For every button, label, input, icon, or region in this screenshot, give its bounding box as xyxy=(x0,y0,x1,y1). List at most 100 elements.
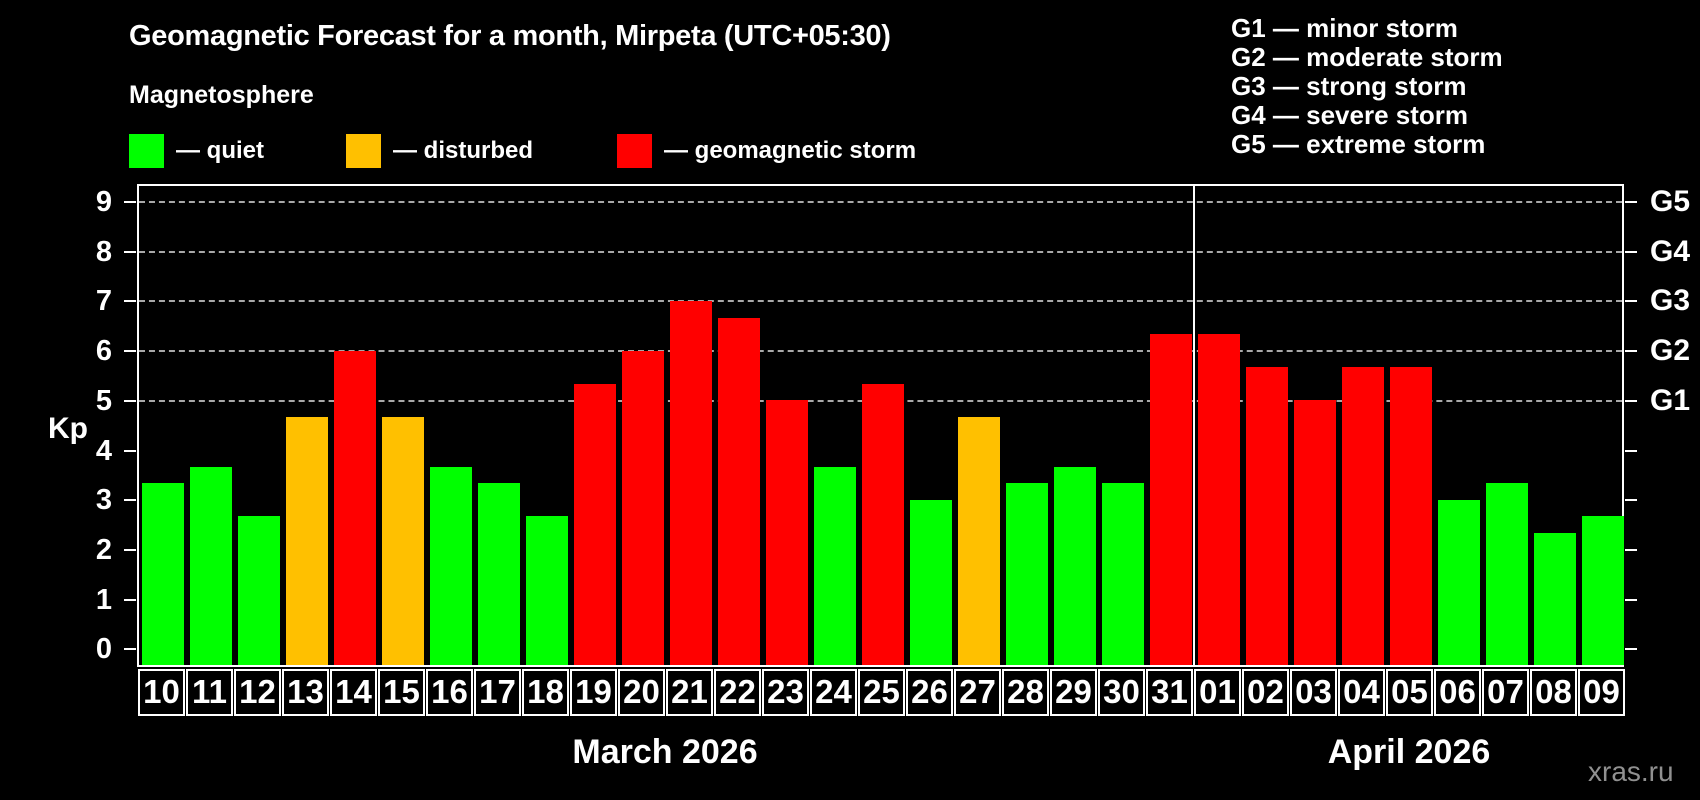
kp-gridline xyxy=(139,201,1622,203)
day-label-box: 21 xyxy=(666,669,713,716)
day-label-box: 20 xyxy=(618,669,665,716)
kp-bar-12 xyxy=(238,516,280,665)
day-label-box: 15 xyxy=(378,669,425,716)
day-label-box: 03 xyxy=(1290,669,1337,716)
day-label-box: 12 xyxy=(234,669,281,716)
day-label-box: 28 xyxy=(1002,669,1049,716)
g-axis-tick xyxy=(1625,548,1637,551)
y-axis-tick xyxy=(124,598,136,601)
day-label-box: 31 xyxy=(1146,669,1193,716)
kp-bar-24 xyxy=(814,467,856,665)
g-axis-tick xyxy=(1625,499,1637,502)
kp-bar-10 xyxy=(142,483,184,665)
kp-bar-01 xyxy=(1198,334,1240,665)
kp-bar-18 xyxy=(526,516,568,665)
kp-bar-11 xyxy=(190,467,232,665)
y-axis-tick-label: 0 xyxy=(95,633,112,666)
day-label-box: 07 xyxy=(1482,669,1529,716)
y-axis-tick xyxy=(124,548,136,551)
y-axis-tick-label: 2 xyxy=(95,533,112,566)
day-label-box: 26 xyxy=(906,669,953,716)
kp-bar-13 xyxy=(286,417,328,665)
kp-bar-04 xyxy=(1342,367,1384,665)
g4-legend-line: G4 — severe storm xyxy=(1231,100,1469,130)
g-axis-tick xyxy=(1625,350,1637,353)
y-axis-tick xyxy=(124,449,136,452)
g-axis-tick xyxy=(1625,598,1637,601)
day-label-box: 24 xyxy=(810,669,857,716)
day-label-box: 05 xyxy=(1386,669,1433,716)
g-axis-tick xyxy=(1625,250,1637,253)
day-label-box: 06 xyxy=(1434,669,1481,716)
kp-bar-06 xyxy=(1438,500,1480,665)
kp-bar-08 xyxy=(1534,533,1576,665)
day-label-box: 04 xyxy=(1338,669,1385,716)
day-label-box: 22 xyxy=(714,669,761,716)
y-axis-tick-label: 1 xyxy=(95,583,112,616)
g-axis-label: G1 xyxy=(1650,383,1691,417)
kp-bar-05 xyxy=(1390,367,1432,665)
kp-bar-29 xyxy=(1054,467,1096,665)
kp-bar-22 xyxy=(718,318,760,665)
y-axis-tick xyxy=(124,201,136,203)
kp-bar-09 xyxy=(1582,516,1624,665)
storm-legend-label: — geomagnetic storm xyxy=(664,137,917,164)
g3-legend-line: G3 — strong storm xyxy=(1231,71,1467,101)
kp-gridline xyxy=(139,350,1622,353)
kp-bar-14 xyxy=(334,351,376,665)
kp-bar-07 xyxy=(1486,483,1528,665)
month-divider-line xyxy=(1193,186,1195,665)
y-axis-tick xyxy=(124,350,136,353)
day-label-box: 23 xyxy=(762,669,809,716)
kp-gridline xyxy=(139,300,1622,303)
day-label-box: 27 xyxy=(954,669,1001,716)
g-axis-label: G3 xyxy=(1650,284,1691,318)
y-axis-tick xyxy=(124,648,136,651)
quiet-legend-label: — quiet xyxy=(176,137,264,164)
day-label-box: 16 xyxy=(426,669,473,716)
kp-bar-17 xyxy=(478,483,520,665)
y-axis-tick-label: 3 xyxy=(95,484,112,517)
disturbed-legend-label: — disturbed xyxy=(393,137,534,164)
y-axis-tick xyxy=(124,399,136,402)
g-axis-tick xyxy=(1625,300,1637,303)
day-label-box: 09 xyxy=(1578,669,1625,716)
kp-bar-20 xyxy=(622,351,664,665)
y-axis-tick-label: 7 xyxy=(95,285,112,318)
g-axis-tick xyxy=(1625,399,1637,402)
kp-bar-31 xyxy=(1150,334,1192,665)
y-axis-tick xyxy=(124,300,136,303)
g-axis-label: G5 xyxy=(1650,185,1691,218)
day-label-box: 11 xyxy=(186,669,233,716)
quiet-legend-swatch xyxy=(129,134,164,168)
y-axis-tick-label: 8 xyxy=(95,235,112,268)
kp-bar-21 xyxy=(670,301,712,665)
g-axis-label: G4 xyxy=(1650,234,1691,268)
day-label-box: 17 xyxy=(474,669,521,716)
chart-subtitle: Magnetosphere xyxy=(129,81,314,109)
month-label: March 2026 xyxy=(572,733,758,771)
g-axis-tick xyxy=(1625,201,1637,203)
kp-bar-27 xyxy=(958,417,1000,665)
y-axis-tick-label: 4 xyxy=(95,434,112,467)
g1-legend-line: G1 — minor storm xyxy=(1231,13,1458,43)
y-axis-tick xyxy=(124,250,136,253)
kp-bar-30 xyxy=(1102,483,1144,665)
kp-bar-02 xyxy=(1246,367,1288,665)
plot-area xyxy=(137,184,1624,667)
kp-bar-25 xyxy=(862,384,904,665)
kp-axis-title: Kp xyxy=(48,412,88,445)
watermark-link[interactable]: xras.ru xyxy=(1588,756,1674,787)
y-axis-tick xyxy=(124,499,136,502)
day-label-box: 14 xyxy=(330,669,377,716)
disturbed-legend-swatch xyxy=(346,134,381,168)
page-title: Geomagnetic Forecast for a month, Mirpet… xyxy=(129,20,891,52)
y-axis-tick-label: 6 xyxy=(95,335,112,368)
kp-bar-03 xyxy=(1294,400,1336,665)
y-axis-tick-label: 9 xyxy=(95,186,112,218)
kp-bar-26 xyxy=(910,500,952,665)
day-label-box: 08 xyxy=(1530,669,1577,716)
kp-bar-19 xyxy=(574,384,616,665)
day-label-box: 02 xyxy=(1242,669,1289,716)
